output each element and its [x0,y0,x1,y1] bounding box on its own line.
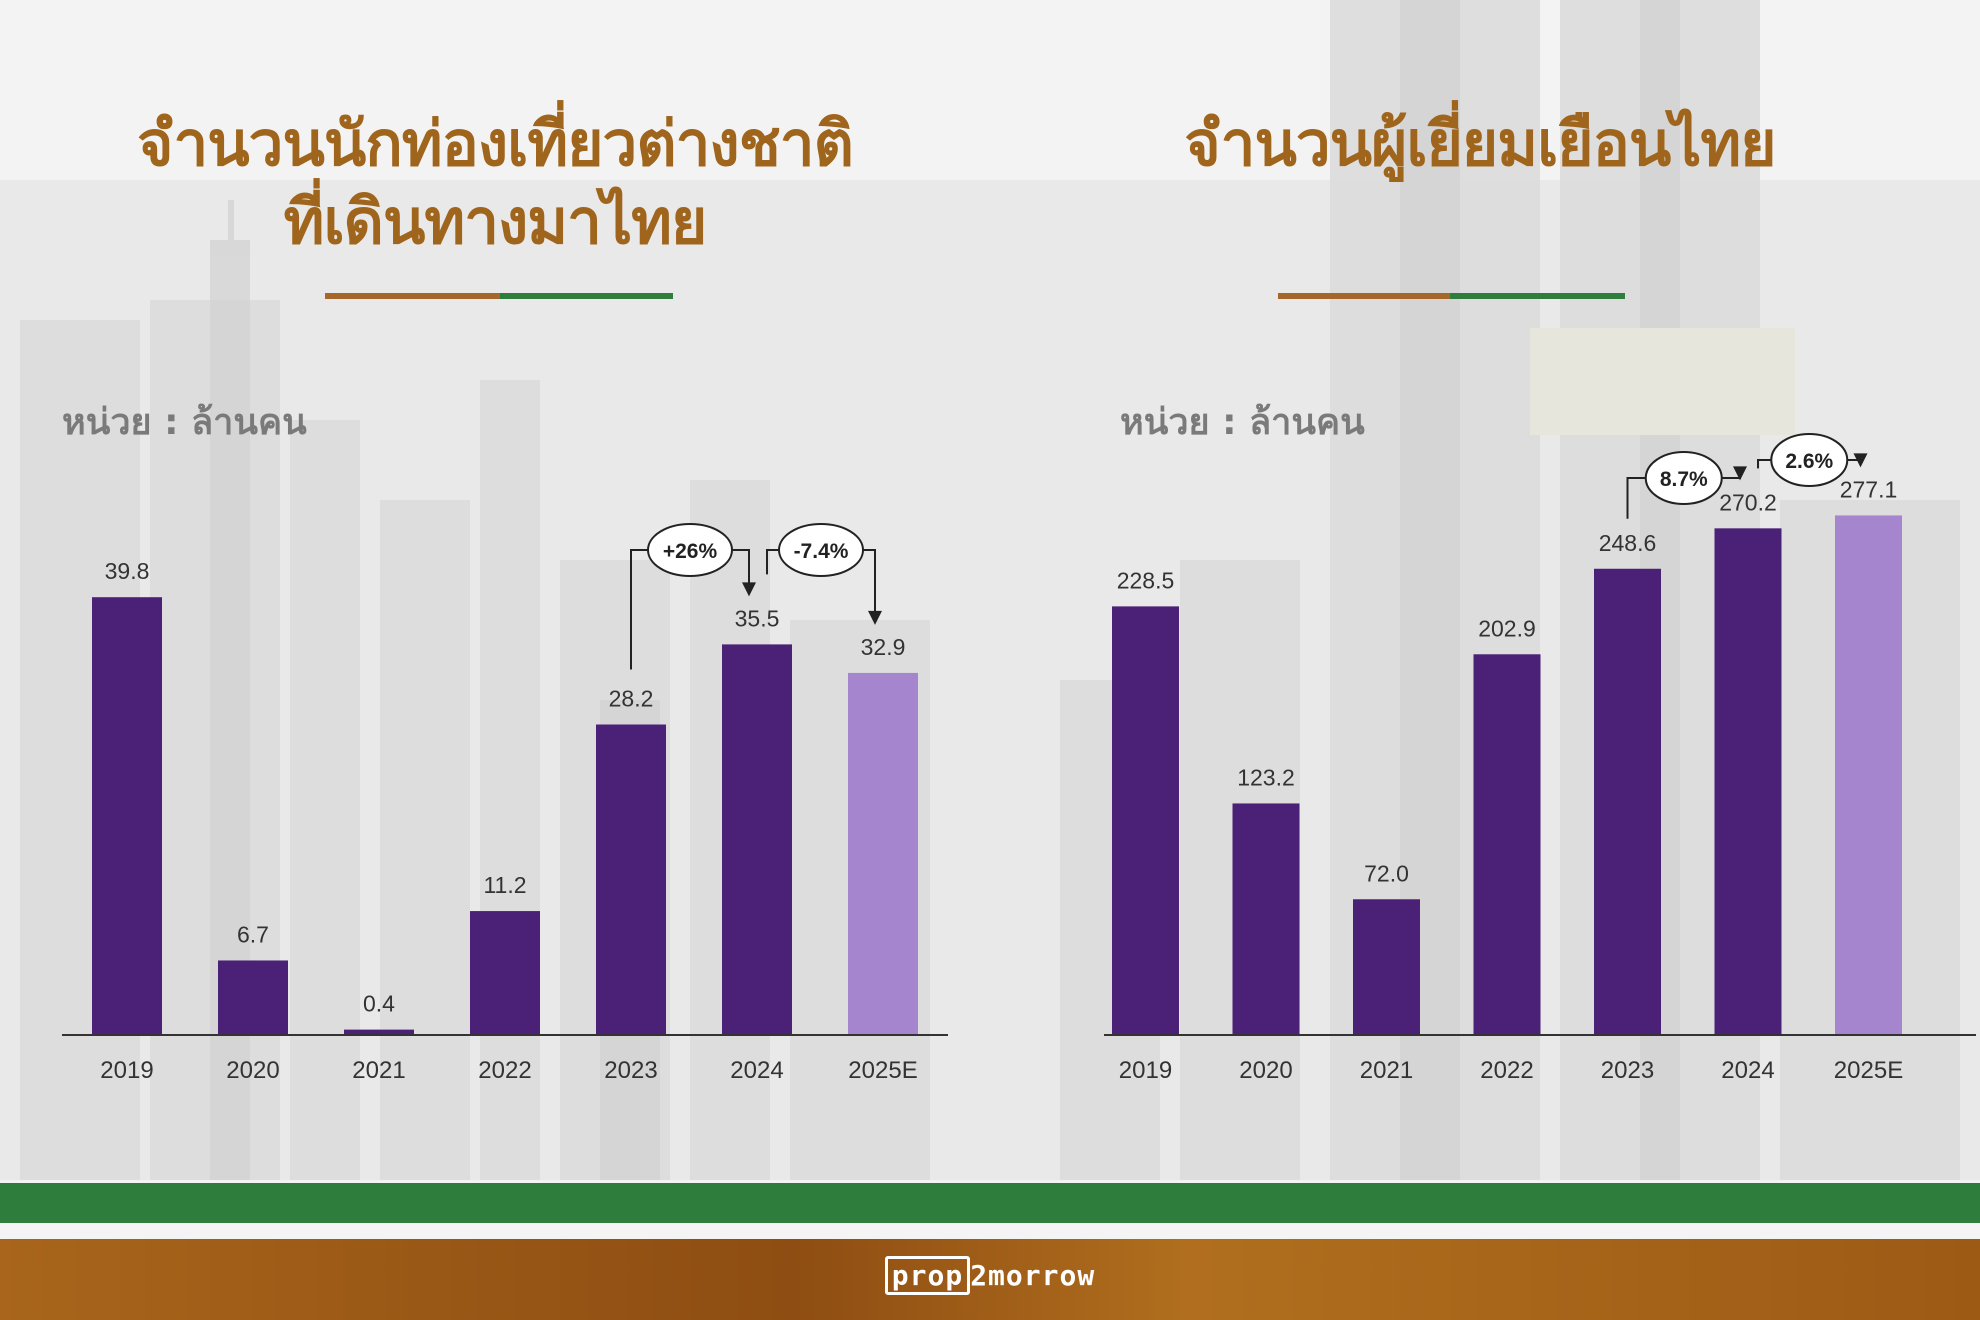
value-label-2021: 72.0 [1364,860,1409,886]
value-label-2025E: 32.9 [861,634,906,660]
footer-bar: prop 2morrow [0,1239,1980,1320]
bar-chart-foreign-tourists: 39.8 2019 6.7 2020 0.4 2021 11.2 2022 28.2 2023 35… [62,523,948,1084]
value-label-2019: 228.5 [1117,567,1175,593]
bar-2019 [1112,606,1179,1034]
tick-label-2024: 2024 [730,1057,783,1084]
title-underline-brown [325,293,500,299]
value-label-2022: 202.9 [1478,615,1536,641]
tick-label-2021: 2021 [352,1057,405,1084]
value-label-2024: 270.2 [1719,489,1777,515]
tick-label-2019: 2019 [1119,1057,1172,1084]
tick-label-2020: 2020 [1239,1057,1292,1084]
bar-2021 [1353,899,1420,1034]
bar-2021 [344,1029,414,1034]
unit-label: หน่วย : ล้านคน [1120,402,1365,443]
value-label-2020: 6.7 [237,921,269,947]
growth-label: +26% [663,540,718,563]
panel-title: จำนวนผู้เยี่ยมเยือนไทย [1020,105,1940,183]
title-underline-brown [1278,293,1450,299]
unit-label: หน่วย : ล้านคน [62,402,307,443]
growth-annotation-2023-2024: +26% [630,523,756,670]
bar-2022 [1473,654,1541,1034]
tick-label-2020: 2020 [226,1057,279,1084]
tick-label-2021: 2021 [1360,1057,1413,1084]
tick-label-2019: 2019 [100,1057,153,1084]
footer-green-band [0,1183,1980,1223]
title-underline-green [500,293,673,299]
title-underline-green [1450,293,1625,299]
panel-title: จำนวนนักท่องเที่ยวต่างชาติ ที่เดินทางมาไ… [0,105,990,261]
tick-label-2022: 2022 [478,1057,531,1084]
value-label-2023: 248.6 [1599,530,1657,556]
chart-panel-foreign-tourists: จำนวนนักท่องเที่ยวต่างชาติ ที่เดินทางมาไ… [0,0,990,1180]
tick-label-2025E: 2025E [1834,1057,1903,1084]
title-line-2: ที่เดินทางมาไทย [283,185,708,258]
bar-2024 [1714,528,1782,1034]
label-placeholder-box [1530,328,1795,435]
value-label-2024: 35.5 [735,605,780,631]
bar-2025E [848,672,918,1034]
value-label-2023: 28.2 [609,686,654,712]
growth-label: 2.6% [1785,450,1833,473]
value-label-2020: 123.2 [1237,764,1295,790]
logo-part-2: 2morrow [970,1259,1096,1292]
value-label-2019: 39.8 [105,558,150,584]
bar-2023 [596,724,666,1034]
value-label-2025E: 277.1 [1840,476,1898,502]
bar-2020 [1232,803,1300,1034]
tick-label-2023: 2023 [604,1057,657,1084]
brand-logo: prop 2morrow [0,1256,1980,1295]
bar-2020 [218,960,288,1034]
title-line-1: จำนวนนักท่องเที่ยวต่างชาติ [137,107,854,180]
tick-label-2023: 2023 [1601,1057,1654,1084]
bar-chart-thai-visitors: 228.5 2019 123.2 2020 72.0 2021 202.9 2022 248.6… [1104,433,1976,1084]
growth-label: 8.7% [1660,468,1708,491]
tick-label-2024: 2024 [1721,1057,1774,1084]
bar-2024 [722,644,792,1034]
bar-2023 [1594,568,1661,1034]
logo-part-1: prop [884,1256,971,1295]
chart-panel-thai-visitors: จำนวนผู้เยี่ยมเยือนไทย หน่วย : ล้านคน 22… [1020,0,1980,1180]
bar-2019 [92,597,162,1034]
bar-2025E [1835,515,1902,1034]
tick-label-2025E: 2025E [848,1057,917,1084]
tick-label-2022: 2022 [1480,1057,1533,1084]
growth-annotation-2024-2025E: 2.6% [1757,433,1868,487]
growth-label: -7.4% [794,540,849,563]
growth-annotation-2023-2024: 8.7% [1626,451,1747,519]
value-label-2022: 11.2 [483,872,526,898]
title-line-1: จำนวนผู้เยี่ยมเยือนไทย [1184,107,1776,180]
footer-divider [0,1223,1980,1239]
growth-annotation-2024-2025E: -7.4% [766,523,882,625]
value-label-2021: 0.4 [363,991,395,1017]
bar-2022 [470,911,540,1034]
